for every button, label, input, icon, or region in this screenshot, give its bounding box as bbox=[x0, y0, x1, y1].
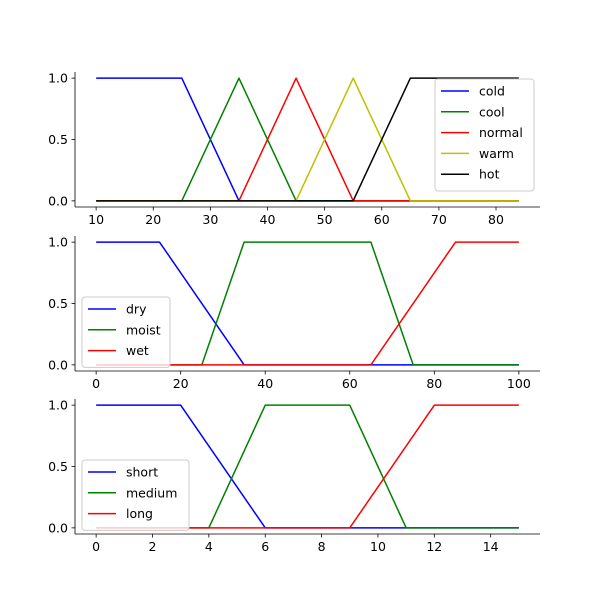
x-tick-label: 40 bbox=[260, 212, 276, 227]
series-line-dry bbox=[96, 241, 519, 366]
x-tick-label: 60 bbox=[342, 376, 358, 391]
x-tick-label: 4 bbox=[205, 539, 213, 554]
x-tick-label: 20 bbox=[145, 212, 161, 227]
series-line-short bbox=[96, 404, 519, 529]
x-tick-label: 80 bbox=[488, 212, 504, 227]
legend: short medium long bbox=[81, 459, 190, 531]
y-tick-label: 0.5 bbox=[48, 459, 68, 474]
subplot-3: 0 2 4 6 8 10 12 14 0.0 0.5 1.0 short medium long bbox=[48, 398, 540, 554]
legend-frame bbox=[434, 78, 535, 192]
legend-label-cold: cold bbox=[479, 84, 505, 99]
x-tick-label: 0 bbox=[92, 376, 100, 391]
x-tick-label: 6 bbox=[261, 539, 269, 554]
y-tick-label: 0.5 bbox=[48, 132, 68, 147]
x-tick-label: 40 bbox=[257, 376, 273, 391]
y-tick-label: 1.0 bbox=[48, 71, 68, 86]
y-tick-label: 1.0 bbox=[48, 235, 68, 250]
x-tick-label: 50 bbox=[317, 212, 333, 227]
legend-label-moist: moist bbox=[126, 322, 161, 337]
y-tick-label: 0.0 bbox=[48, 193, 68, 208]
series-line-hot bbox=[96, 77, 519, 202]
subplot-2: 0 20 40 60 80 100 0.0 0.5 1.0 dry moist wet bbox=[48, 235, 540, 391]
y-tick-label: 0.0 bbox=[48, 357, 68, 372]
x-tick-label: 10 bbox=[88, 212, 104, 227]
legend: cold cool normal warm hot bbox=[434, 78, 535, 192]
x-tick-label: 70 bbox=[431, 212, 447, 227]
legend-label-warm: warm bbox=[479, 146, 514, 161]
legend-label-medium: medium bbox=[126, 485, 177, 500]
y-tick-label: 1.0 bbox=[48, 398, 68, 413]
subplot-1: 10 20 30 40 50 60 70 80 0.0 0.5 1.0 cold cool normal w… bbox=[48, 71, 540, 227]
legend-label-short: short bbox=[126, 465, 158, 480]
x-tick-label: 80 bbox=[426, 376, 442, 391]
x-tick-label: 60 bbox=[374, 212, 390, 227]
x-tick-label: 12 bbox=[426, 539, 442, 554]
legend-label-wet: wet bbox=[126, 343, 149, 358]
x-tick-label: 10 bbox=[370, 539, 386, 554]
series-line-long bbox=[96, 404, 519, 529]
legend-frame bbox=[81, 459, 190, 531]
x-tick-label: 30 bbox=[202, 212, 218, 227]
legend: dry moist wet bbox=[81, 296, 171, 368]
legend-frame bbox=[81, 296, 171, 368]
x-tick-label: 8 bbox=[318, 539, 326, 554]
legend-label-normal: normal bbox=[479, 125, 523, 140]
x-tick-label: 0 bbox=[92, 539, 100, 554]
y-tick-label: 0.0 bbox=[48, 520, 68, 535]
legend-label-long: long bbox=[126, 506, 153, 521]
x-tick-label: 2 bbox=[149, 539, 157, 554]
x-tick-label: 100 bbox=[507, 376, 531, 391]
x-tick-label: 20 bbox=[173, 376, 189, 391]
legend-label-cool: cool bbox=[479, 104, 505, 119]
legend-label-dry: dry bbox=[126, 302, 147, 317]
y-tick-label: 0.5 bbox=[48, 296, 68, 311]
x-tick-label: 14 bbox=[483, 539, 499, 554]
series-line-wet bbox=[96, 241, 519, 366]
legend-label-hot: hot bbox=[479, 167, 500, 182]
